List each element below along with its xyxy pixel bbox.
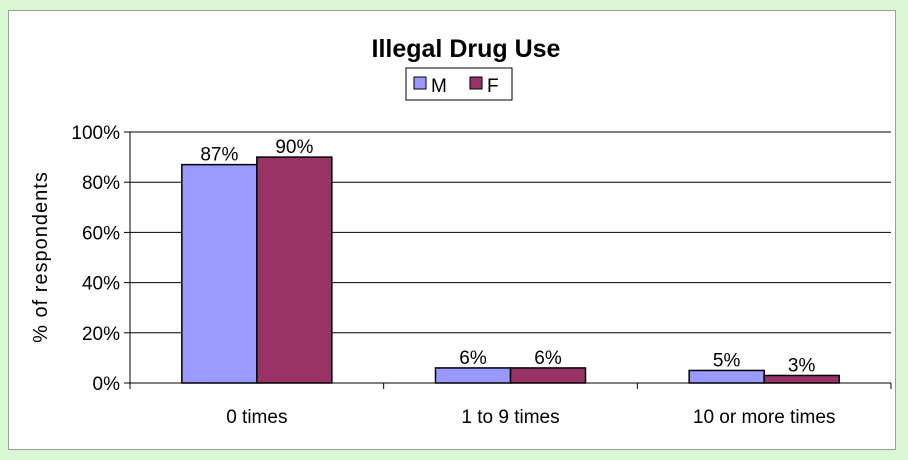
chart-frame: Illegal Drug Use M F % of respondents 0%… — [8, 10, 896, 450]
legend-label-m: M — [431, 76, 447, 97]
data-label: 6% — [459, 348, 487, 369]
chart-title: Illegal Drug Use — [372, 35, 561, 63]
bar-f — [764, 375, 839, 383]
bar-m — [436, 368, 511, 383]
legend-swatch-f — [470, 77, 482, 89]
y-tick-label: 40% — [82, 274, 120, 295]
x-category-label: 0 times — [226, 407, 287, 428]
bar-m — [689, 370, 764, 383]
data-label: 5% — [713, 350, 741, 371]
data-label: 6% — [534, 348, 562, 369]
bar-f — [257, 157, 332, 383]
legend-swatch-m — [414, 77, 426, 89]
x-category-label: 1 to 9 times — [461, 407, 559, 428]
y-tick-label: 0% — [93, 374, 121, 395]
bars — [182, 157, 839, 383]
legend: M F — [406, 68, 512, 100]
y-axis-label: % of respondents — [30, 171, 52, 343]
y-tick-label: 60% — [82, 223, 120, 244]
bar-m — [182, 165, 257, 383]
data-label: 87% — [200, 145, 238, 166]
legend-label-f: F — [487, 76, 499, 97]
x-category-label: 10 or more times — [693, 407, 836, 428]
data-label: 90% — [275, 137, 313, 158]
bar-f — [511, 368, 586, 383]
bar-chart: Illegal Drug Use M F % of respondents 0%… — [9, 11, 897, 451]
y-axis-ticks: 0% 20% 40% 60% 80% 100% — [71, 123, 130, 395]
y-tick-label: 80% — [82, 173, 120, 194]
y-tick-label: 100% — [71, 123, 120, 144]
y-tick-label: 20% — [82, 324, 120, 345]
data-label: 3% — [788, 355, 816, 376]
